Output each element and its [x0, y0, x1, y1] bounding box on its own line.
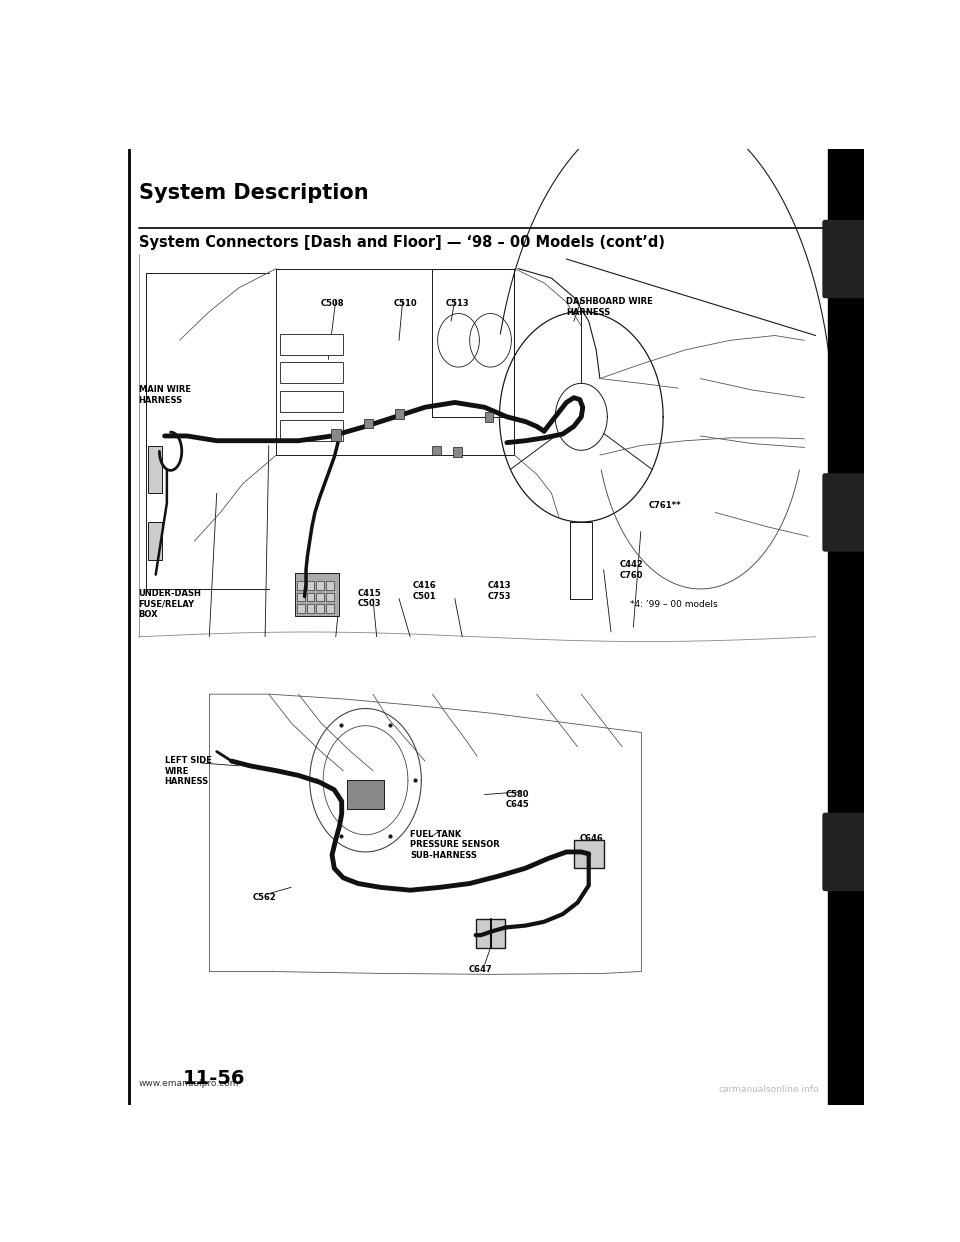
- Text: C647: C647: [468, 965, 492, 974]
- Text: carmanualsonline.info: carmanualsonline.info: [719, 1086, 820, 1094]
- Text: C580
C645: C580 C645: [505, 790, 529, 810]
- Bar: [280, 363, 344, 384]
- Bar: [347, 780, 384, 809]
- Text: System Connectors [Dash and Floor] — ‘98 – 00 Models (cont’d): System Connectors [Dash and Floor] — ‘98…: [138, 235, 664, 250]
- Text: 11-56: 11-56: [183, 1069, 246, 1088]
- Text: MAIN WIRE
HARNESS: MAIN WIRE HARNESS: [138, 385, 191, 405]
- Bar: [364, 419, 372, 428]
- Bar: [828, 149, 864, 1105]
- Bar: [485, 412, 493, 421]
- Bar: [295, 573, 340, 616]
- Text: C416
C501: C416 C501: [413, 581, 436, 601]
- FancyBboxPatch shape: [823, 812, 866, 892]
- Bar: [432, 446, 442, 455]
- Text: C508: C508: [321, 299, 345, 308]
- Bar: [307, 581, 314, 590]
- Text: *4: ’99 – 00 models: *4: ’99 – 00 models: [630, 600, 717, 610]
- Bar: [453, 447, 463, 457]
- Bar: [317, 581, 324, 590]
- Bar: [317, 592, 324, 601]
- Bar: [297, 605, 304, 612]
- Bar: [396, 409, 404, 419]
- Bar: [317, 605, 324, 612]
- Bar: [475, 919, 505, 948]
- Text: LEFT SIDE
WIRE
HARNESS: LEFT SIDE WIRE HARNESS: [165, 756, 211, 786]
- Text: C562: C562: [252, 893, 276, 902]
- Bar: [307, 605, 314, 612]
- Text: FUEL TANK
PRESSURE SENSOR
SUB-HARNESS: FUEL TANK PRESSURE SENSOR SUB-HARNESS: [410, 830, 500, 859]
- Text: C761**: C761**: [648, 501, 681, 510]
- FancyBboxPatch shape: [823, 473, 866, 551]
- Bar: [307, 592, 314, 601]
- Text: C510: C510: [394, 299, 418, 308]
- Text: UNDER-DASH
FUSE/RELAY
BOX: UNDER-DASH FUSE/RELAY BOX: [138, 589, 202, 619]
- Bar: [297, 581, 304, 590]
- FancyBboxPatch shape: [823, 220, 866, 298]
- Bar: [297, 592, 304, 601]
- Bar: [280, 391, 344, 412]
- Bar: [148, 522, 162, 560]
- Bar: [326, 605, 333, 612]
- Bar: [330, 430, 341, 441]
- Text: C502: C502: [304, 581, 328, 590]
- Text: C413
C753: C413 C753: [488, 581, 511, 601]
- Bar: [326, 592, 333, 601]
- Text: www.emanualpro.com: www.emanualpro.com: [138, 1079, 239, 1088]
- Bar: [574, 840, 604, 868]
- Text: DASHBOARD WIRE
HARNESS: DASHBOARD WIRE HARNESS: [566, 297, 653, 317]
- Bar: [280, 420, 344, 441]
- Bar: [326, 581, 333, 590]
- Bar: [148, 446, 162, 493]
- Text: C646: C646: [580, 833, 604, 843]
- Bar: [280, 334, 344, 355]
- Text: C442
C760: C442 C760: [620, 560, 644, 580]
- Text: C415
C503: C415 C503: [358, 589, 382, 609]
- Text: C513: C513: [445, 299, 468, 308]
- Text: System Description: System Description: [138, 183, 369, 202]
